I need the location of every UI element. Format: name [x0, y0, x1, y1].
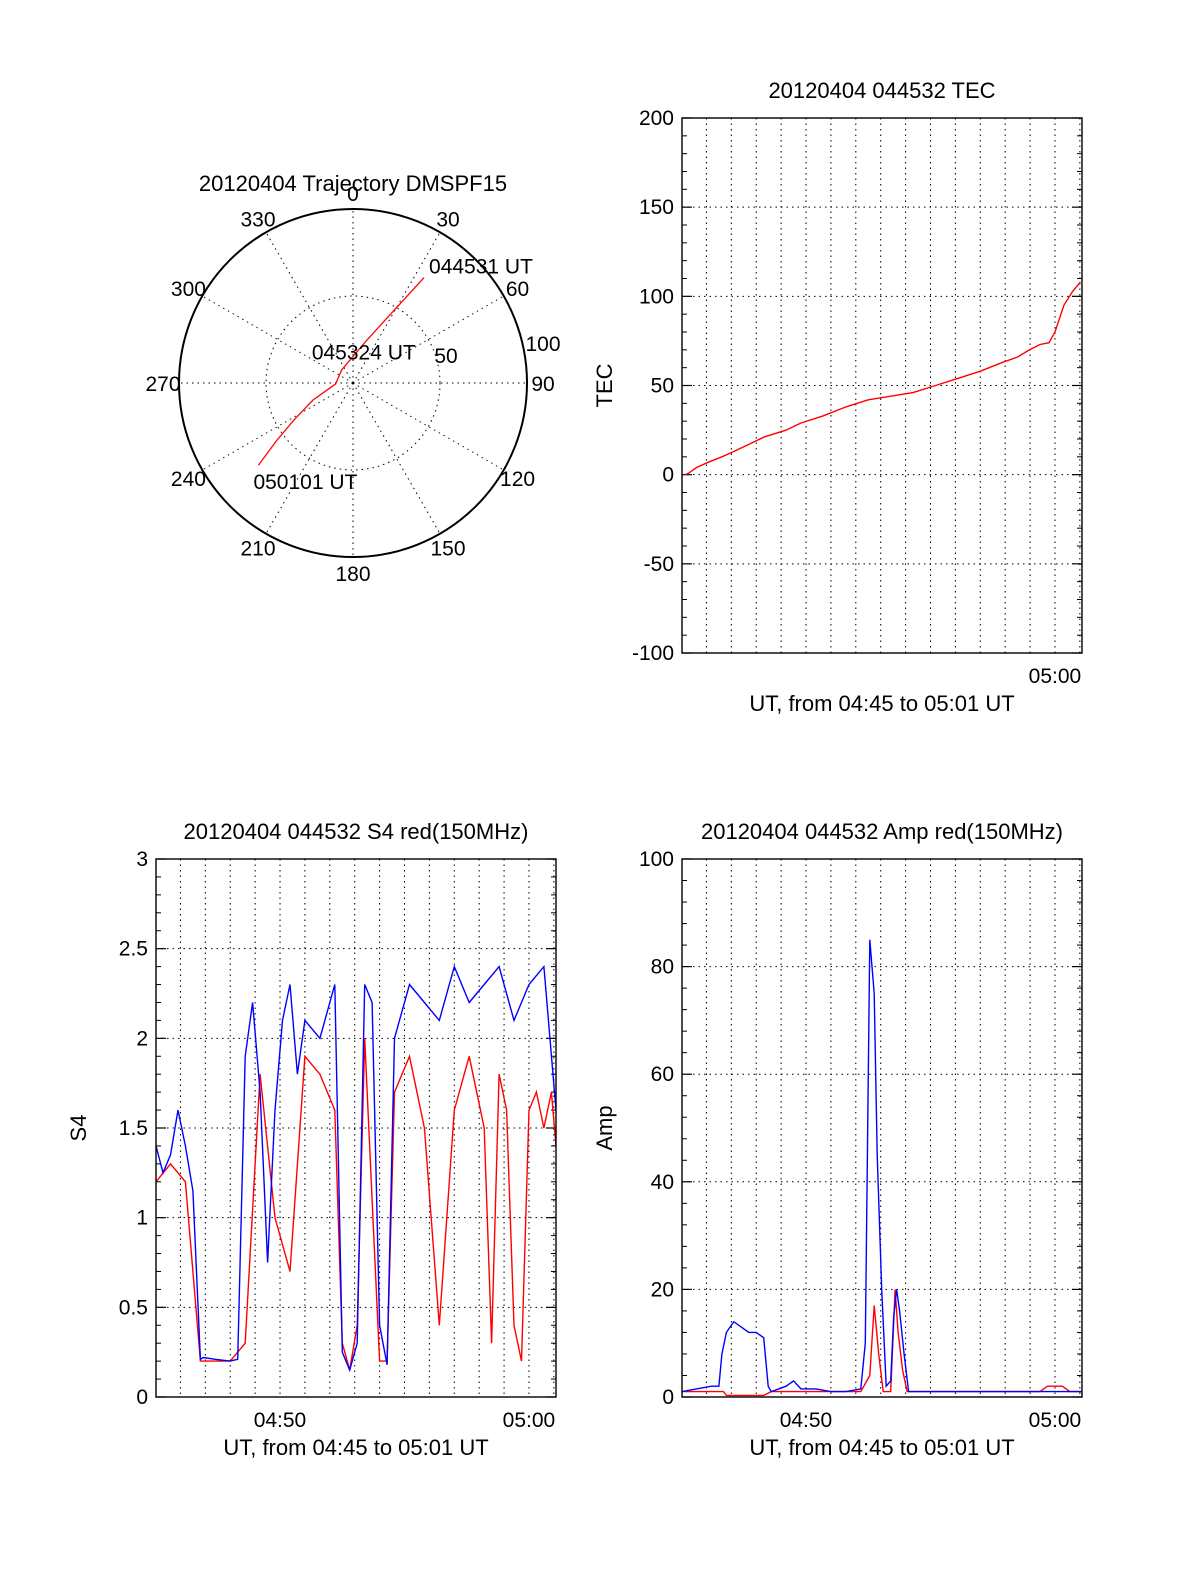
x-tick-label: 05:00 — [1029, 1409, 1082, 1432]
polar-angle-label: 300 — [171, 278, 206, 301]
y-tick-label: -100 — [632, 642, 674, 665]
y-tick-label: 0 — [136, 1386, 148, 1409]
polar-angle-label: 240 — [171, 468, 206, 491]
polar-spoke — [265, 382, 354, 534]
polar-angle-label: 30 — [436, 208, 459, 231]
y-tick-label: 40 — [651, 1171, 674, 1194]
polar-spoke — [352, 382, 504, 471]
polar-radial-label: 100 — [525, 333, 560, 356]
polar-radial-label: 50 — [434, 345, 457, 368]
series-line-1 — [156, 964, 556, 1373]
polar-angle-label: 330 — [240, 208, 275, 231]
chart-3: 0 20 40 60 80 100 04:50 05:00 20120404 044532 Am… — [592, 819, 1083, 1460]
chart-2: 0 0.5 1 1.5 2 2.5 3 04:50 05:00 20120404 044532 S… — [66, 819, 557, 1460]
series-line-0 — [682, 1289, 1082, 1397]
y-axis-label: Amp — [592, 1105, 617, 1150]
y-tick-label: 2 — [136, 1027, 148, 1050]
polar-angle-label: 270 — [145, 373, 180, 396]
polar-spoke — [265, 232, 354, 384]
x-tick-label: 05:00 — [1029, 665, 1082, 688]
polar-angle-label: 120 — [500, 468, 535, 491]
polar-spoke — [202, 295, 354, 384]
y-tick-label: 0 — [662, 1386, 674, 1409]
y-tick-label: 80 — [651, 956, 674, 979]
polar-angle-label: 150 — [430, 538, 465, 561]
y-tick-label: -50 — [644, 553, 674, 576]
plot-frame — [681, 117, 1083, 654]
y-tick-label: 200 — [639, 107, 674, 130]
y-axis-label: TEC — [592, 363, 617, 407]
polar-spoke — [352, 382, 441, 534]
plot-frame — [681, 858, 1083, 1398]
y-tick-label: 1.5 — [119, 1117, 148, 1140]
y-tick-label: 100 — [639, 848, 674, 871]
series-line-1 — [682, 939, 1082, 1393]
y-tick-label: 0.5 — [119, 1296, 148, 1319]
chart-title: 20120404 044532 S4 red(150MHz) — [184, 819, 529, 844]
polar-spoke — [352, 232, 441, 384]
polar-angle-label: 210 — [240, 538, 275, 561]
x-axis-label: UT, from 04:45 to 05:01 UT — [223, 1435, 488, 1460]
polar-spoke — [202, 382, 354, 471]
y-tick-label: 3 — [136, 848, 148, 871]
y-tick-label: 100 — [639, 285, 674, 308]
polar-radial-ring — [265, 295, 441, 471]
y-tick-label: 50 — [651, 375, 674, 398]
x-tick-label: 05:00 — [503, 1409, 556, 1432]
x-axis-label: UT, from 04:45 to 05:01 UT — [749, 691, 1014, 716]
chart-title: 20120404 044532 TEC — [768, 78, 995, 103]
series-line-0 — [156, 1038, 556, 1371]
x-tick-label: 04:50 — [780, 1409, 833, 1432]
y-tick-label: 0 — [662, 464, 674, 487]
chart-title: 20120404 044532 Amp red(150MHz) — [701, 819, 1063, 844]
polar-title: 20120404 Trajectory DMSPF15 — [199, 171, 507, 196]
polar-angle-label: 0 — [347, 183, 359, 206]
polar-time-annotation: 045324 UT — [312, 342, 416, 365]
x-axis-label: UT, from 04:45 to 05:01 UT — [749, 1435, 1014, 1460]
y-tick-label: 2.5 — [119, 938, 148, 961]
polar-angle-label: 60 — [506, 278, 529, 301]
y-tick-label: 1 — [136, 1207, 148, 1230]
polar-angle-label: 180 — [335, 563, 370, 586]
polar-time-annotation: 044531 UT — [429, 256, 533, 279]
plot-frame — [155, 858, 557, 1398]
polar-spoke — [352, 295, 504, 384]
series-line-0 — [684, 281, 1081, 476]
polar-outer-circle — [178, 208, 528, 558]
y-tick-label: 60 — [651, 1063, 674, 1086]
y-tick-label: 150 — [639, 196, 674, 219]
polar-trajectory-line — [257, 277, 425, 466]
x-tick-label: 04:50 — [254, 1409, 307, 1432]
polar-angle-label: 90 — [531, 373, 554, 396]
polar-time-annotation: 050101 UT — [253, 471, 357, 494]
y-tick-label: 20 — [651, 1278, 674, 1301]
chart-1: -100 -50 0 50 100 150 200 05:00 20120404 044532 … — [592, 78, 1083, 716]
y-axis-label: S4 — [66, 1115, 91, 1142]
